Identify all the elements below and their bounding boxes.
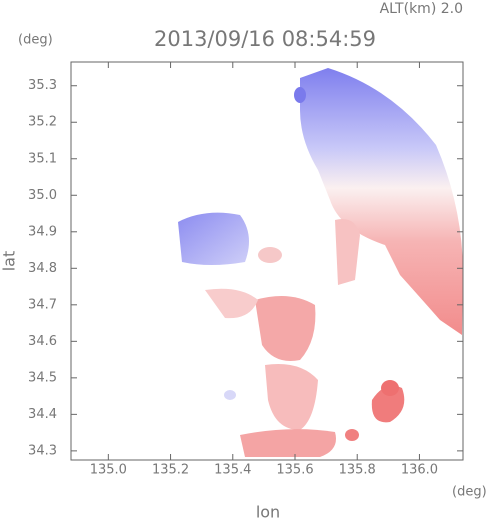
y-axis-label: lat (0, 251, 19, 272)
y-tick-label: 34.9 (28, 224, 57, 239)
plot-frame (70, 61, 464, 461)
x-axis-label: lon (256, 503, 280, 521)
chart-title: 2013/09/16 08:54:59 (154, 27, 376, 51)
y-tick-label: 35.3 (28, 78, 57, 93)
y-tick-label: 34.8 (28, 261, 57, 276)
y-tick-label: 35.0 (28, 188, 57, 203)
x-tick-label: 135.6 (276, 463, 313, 478)
y-tick-label: 34.3 (28, 443, 57, 458)
annotation: ALT(km) 2.0 (380, 1, 463, 17)
radar-field (178, 68, 463, 457)
x-tick-label: 135.8 (339, 463, 376, 478)
x-tick-label: 135.2 (152, 463, 189, 478)
y-tick-label: 35.2 (28, 115, 57, 130)
y-tick-label: 34.4 (28, 407, 57, 422)
y-tick-label: 34.7 (28, 297, 57, 312)
x-tick-label: 135.4 (214, 463, 251, 478)
x-unit: (deg) (452, 485, 487, 500)
y-unit: (deg) (18, 33, 53, 48)
x-tick-label: 136.0 (401, 463, 438, 478)
y-tick-label: 35.1 (28, 151, 57, 166)
y-tick-label: 34.6 (28, 334, 57, 349)
x-tick-label: 135.0 (90, 463, 127, 478)
y-tick-label: 34.5 (28, 370, 57, 385)
